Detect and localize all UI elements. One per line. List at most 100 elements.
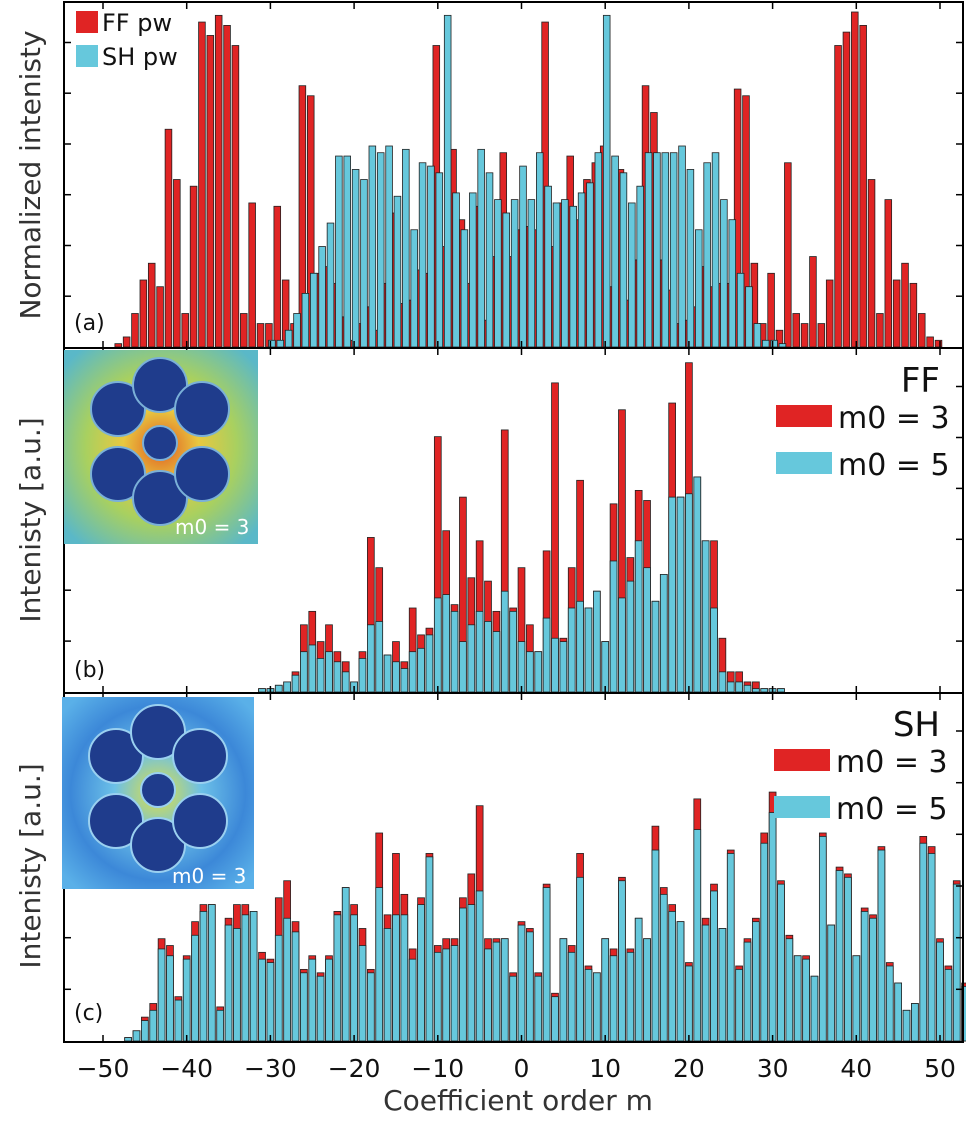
bar-b-s2-m-14 — [400, 668, 409, 693]
bar-b-s2-m-2 — [500, 590, 509, 693]
bar-c-s2-m-45 — [141, 1020, 149, 1042]
bar-c-s2-m-16 — [383, 928, 392, 1042]
bar-b-s2-m31 — [777, 688, 785, 693]
inset-b-label: m0 = 3 — [175, 515, 249, 539]
bar-c-s2-m20 — [685, 965, 693, 1042]
bar-a-s1-m34 — [800, 323, 809, 348]
bar-a-s2-m26 — [736, 272, 745, 348]
inset-c-disk — [130, 704, 186, 760]
bar-b-s2-m20 — [685, 493, 693, 693]
inset-c-label: m0 = 3 — [172, 864, 246, 888]
bar-c-s2-m-29 — [274, 934, 283, 1042]
bar-a-s2-m24 — [720, 199, 728, 348]
bar-c-s2-m-37 — [207, 904, 216, 1042]
panel-a-ylabel: Normalized intenisty — [14, 30, 47, 319]
bar-a-s1-m40 — [851, 11, 859, 348]
xtick-label: 50 — [924, 1054, 956, 1083]
bar-c-s2-m43 — [877, 849, 886, 1042]
bar-a-s2-m18 — [669, 152, 678, 348]
bar-c-s2-m-6 — [467, 904, 476, 1042]
bar-b-s2-m14 — [634, 540, 643, 693]
bar-b-s2-m-28 — [283, 681, 291, 693]
bar-c-s2-m-11 — [425, 856, 434, 1042]
bar-c-s2-m48 — [919, 842, 928, 1042]
bar-a-s1-m33 — [792, 313, 800, 348]
bar-c-s2-m5 — [559, 938, 568, 1042]
bar-c-s2-m-20 — [350, 914, 358, 1042]
bar-c-s2-m22 — [701, 924, 710, 1042]
bar-a-s1-m-43 — [156, 286, 164, 348]
bar-a-s1-m50 — [934, 339, 943, 348]
bar-c-s2-m36 — [818, 836, 827, 1042]
bar-b-s2-m-13 — [408, 651, 417, 693]
bar-b-s2-m4 — [551, 637, 559, 693]
bar-b-s2-m9 — [593, 590, 601, 693]
bar-c-s2-m8 — [584, 968, 593, 1042]
bar-b-s2-m-7 — [459, 641, 467, 693]
bar-c-s2-m6 — [567, 951, 576, 1042]
bar-b-s2-m-19 — [358, 658, 367, 693]
bar-a-s2-m-3 — [494, 199, 502, 348]
legend-label-b-m0-3: m0 = 3 — [838, 401, 950, 436]
bar-a-s2-m31 — [778, 343, 787, 348]
bar-b-s2-m-23 — [325, 651, 333, 693]
bar-c-s2-m-35 — [224, 924, 233, 1042]
bar-c-s2-m13 — [626, 951, 635, 1042]
bar-a-s2-m3 — [544, 185, 552, 348]
bar-a-s2-m-20 — [351, 169, 360, 348]
legend-label-c-m0-3: m0 = 3 — [836, 745, 948, 780]
bar-c-s2-m-25 — [308, 958, 317, 1042]
bar-b-s2-m23 — [710, 607, 718, 693]
bar-a-s2-m9 — [594, 152, 603, 348]
bar-c-s2-m16 — [651, 849, 660, 1042]
inset-b-disk — [142, 425, 178, 461]
xtick-label: −30 — [244, 1054, 297, 1083]
bar-a-s2-m-10 — [435, 172, 444, 348]
bar-c-s2-m-18 — [367, 972, 375, 1042]
bar-c-s2-m-31 — [258, 958, 266, 1042]
bar-c-s2-m39 — [844, 876, 852, 1042]
bar-a-s2-m1 — [527, 199, 536, 348]
bar-a-s2-m22 — [703, 162, 711, 348]
bar-a-s2-m-5 — [477, 148, 485, 348]
bar-a-s1-m35 — [809, 256, 817, 348]
bar-c-s2-m-32 — [249, 911, 258, 1042]
bar-a-s2-m5 — [561, 199, 569, 348]
bar-c-s2-m-10 — [433, 951, 442, 1042]
xtick-label: −40 — [160, 1054, 213, 1083]
bar-a-s2-m19 — [678, 145, 686, 348]
bar-a-s2-m-18 — [368, 145, 377, 348]
bar-c-s2-m50 — [936, 941, 944, 1042]
bar-c-s2-m9 — [593, 972, 601, 1042]
bar-c-s2-m-15 — [392, 914, 400, 1042]
bar-a-s2-m-23 — [326, 222, 335, 348]
bar-a-s2-m-30 — [268, 339, 276, 348]
bar-c-s2-m-17 — [375, 887, 384, 1042]
xtick-label: 10 — [589, 1054, 621, 1083]
bar-a-s2-m14 — [636, 185, 644, 348]
bar-b-s2-m29 — [760, 688, 769, 693]
bar-b-s2-m-12 — [417, 647, 425, 693]
legend-label-sh-pw: SH pw — [102, 43, 178, 71]
bar-c-s2-m44 — [885, 965, 894, 1042]
bar-a-s1-m49 — [926, 336, 934, 348]
panel-c-inset-image: m0 = 3 — [62, 697, 254, 889]
bar-c-s2-m-1 — [509, 975, 517, 1042]
bar-b-s2-m10 — [601, 641, 610, 693]
bar-c-s2-m-34 — [233, 928, 241, 1042]
panel-a-label: (a) — [74, 311, 105, 336]
bar-a-s1-m36 — [817, 323, 826, 348]
bar-b-s2-m1 — [526, 651, 534, 693]
inset-b-disk — [90, 446, 146, 502]
bar-b-s2-m27 — [743, 684, 752, 693]
bar-b-s2-m2 — [534, 651, 543, 693]
inset-c-disk — [172, 728, 228, 784]
bar-c-s2-m-12 — [417, 904, 425, 1042]
legend-label-c-m0-5: m0 = 5 — [836, 792, 948, 827]
x-axis-ticks: −50 −40 −30 −20 −10 0 10 20 30 40 50 — [77, 1054, 956, 1083]
bar-a-s2-m-24 — [318, 246, 326, 348]
bar-b-s2-m-21 — [341, 671, 350, 693]
bar-c-s2-m-41 — [174, 999, 183, 1042]
bar-c-s2-m24 — [718, 928, 727, 1042]
bar-c-s2-m38 — [835, 870, 844, 1042]
